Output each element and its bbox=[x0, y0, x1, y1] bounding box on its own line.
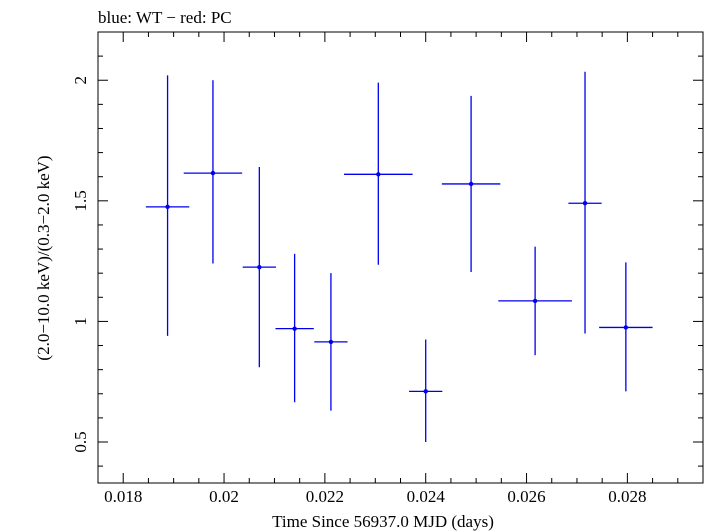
data-point bbox=[292, 326, 297, 331]
data-point bbox=[257, 264, 262, 270]
data-point bbox=[423, 389, 428, 394]
x-tick-label: 0.018 bbox=[104, 487, 142, 506]
data-point bbox=[210, 170, 216, 176]
data-point bbox=[532, 298, 538, 304]
x-tick-label: 0.02 bbox=[209, 487, 239, 506]
data-point bbox=[468, 181, 474, 187]
y-tick-label: 0.5 bbox=[71, 431, 90, 452]
plot-frame bbox=[97, 31, 704, 484]
x-tick-label: 0.024 bbox=[407, 487, 446, 506]
data-point bbox=[623, 325, 629, 330]
data-point bbox=[328, 339, 334, 345]
x-axis-ticks: 0.018 0.02 0.022 0.024 0.026 0.028 bbox=[97, 32, 704, 506]
data-point bbox=[582, 201, 588, 206]
data-points bbox=[145, 71, 653, 442]
chart-title: blue: WT − red: PC bbox=[98, 8, 232, 27]
y-tick-label: 1 bbox=[71, 317, 90, 326]
x-tick-label: 0.028 bbox=[608, 487, 646, 506]
data-point bbox=[376, 172, 381, 177]
x-tick-label: 0.022 bbox=[306, 487, 344, 506]
y-axis-label: (2.0−10.0 keV)/(0.3−2.0 keV) bbox=[34, 155, 53, 360]
x-axis-label: Time Since 56937.0 MJD (days) bbox=[272, 512, 494, 531]
y-tick-label: 2 bbox=[71, 76, 90, 85]
y-tick-label: 1.5 bbox=[71, 190, 90, 211]
data-point bbox=[165, 204, 170, 210]
y-axis-ticks: 0.5 1 1.5 2 bbox=[71, 31, 703, 467]
x-tick-label: 0.026 bbox=[507, 487, 545, 506]
